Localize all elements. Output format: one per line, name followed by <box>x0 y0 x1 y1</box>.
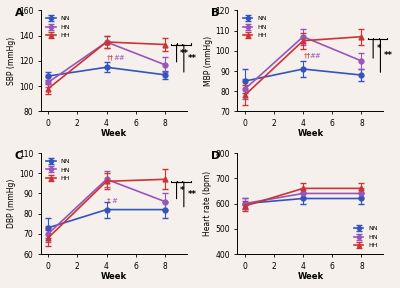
X-axis label: Week: Week <box>297 272 324 281</box>
Y-axis label: MBP (mmHg): MBP (mmHg) <box>204 36 212 86</box>
Text: ††: †† <box>304 53 311 59</box>
Text: **: ** <box>384 51 393 60</box>
Y-axis label: Heart rate (bpm): Heart rate (bpm) <box>204 171 212 236</box>
Text: C: C <box>14 151 23 161</box>
Text: **: ** <box>180 49 189 58</box>
Legend: NN, HN, HH: NN, HN, HH <box>44 14 73 41</box>
Text: †: † <box>107 198 111 204</box>
Text: *: * <box>377 44 381 53</box>
X-axis label: Week: Week <box>101 272 127 281</box>
Y-axis label: SBP (mmHg): SBP (mmHg) <box>7 37 16 85</box>
Text: ##: ## <box>310 53 322 59</box>
Text: A: A <box>14 8 23 18</box>
X-axis label: Week: Week <box>297 129 324 139</box>
Legend: NN, HN, HH: NN, HN, HH <box>351 223 380 251</box>
Text: **: ** <box>188 190 196 199</box>
X-axis label: Week: Week <box>101 129 127 139</box>
Y-axis label: DBP (mmHg): DBP (mmHg) <box>7 179 16 228</box>
Text: B: B <box>211 8 220 18</box>
Text: ††: †† <box>107 55 114 61</box>
Text: D: D <box>211 151 220 161</box>
Text: ##: ## <box>113 55 125 61</box>
Text: *: * <box>180 186 185 195</box>
Legend: NN, HN, HH: NN, HN, HH <box>44 156 73 183</box>
Legend: NN, HN, HH: NN, HN, HH <box>240 14 270 41</box>
Text: #: # <box>112 198 118 204</box>
Text: **: ** <box>188 54 196 63</box>
